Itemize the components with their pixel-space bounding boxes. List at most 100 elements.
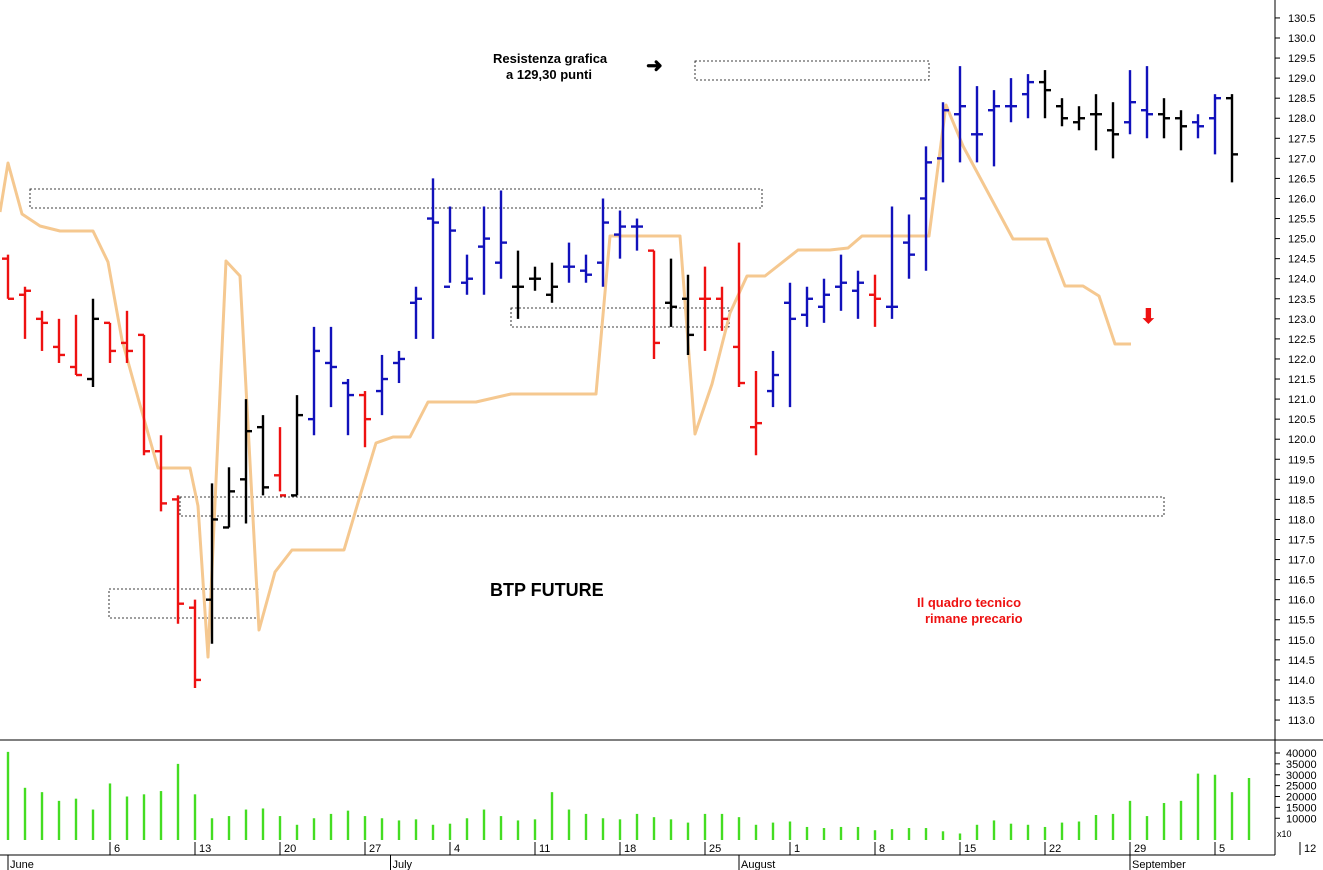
ohlc-bar [87, 298, 99, 388]
ohlc-bar [546, 262, 558, 303]
price-tick-label: 121.0 [1288, 394, 1316, 406]
price-tick-label: 123.5 [1288, 294, 1316, 306]
ohlc-bar [903, 214, 915, 279]
ohlc-bar [920, 146, 932, 271]
price-tick-label: 130.5 [1288, 13, 1316, 25]
trail-line [0, 103, 1131, 659]
price-tick-label: 123.0 [1288, 314, 1316, 326]
price-tick-label: 126.0 [1288, 193, 1316, 205]
day-tick-label: 6 [114, 843, 120, 855]
day-tick-label: 25 [709, 843, 721, 855]
price-tick-label: 128.0 [1288, 113, 1316, 125]
ohlc-bar [733, 242, 745, 388]
ohlc-bar [971, 86, 983, 163]
ohlc-bar [155, 435, 167, 512]
ohlc-bar [206, 483, 218, 644]
day-tick-label: 13 [199, 843, 211, 855]
ohlc-bar [444, 206, 456, 288]
ohlc-bar [801, 286, 813, 327]
ohlc-bar [818, 278, 830, 323]
ohlc-bar [2, 254, 14, 300]
price-zone-box [179, 496, 1165, 517]
note-line-1: Il quadro tecnico [917, 595, 1022, 610]
ohlc-bar [869, 274, 881, 327]
ohlc-bar [1192, 114, 1204, 139]
price-tick-label: 129.5 [1288, 53, 1316, 65]
ohlc-bar [563, 242, 575, 283]
volume-tick-label: 30000 [1286, 770, 1317, 782]
price-tick-label: 125.5 [1288, 214, 1316, 226]
price-zone-box [29, 188, 763, 209]
price-tick-label: 118.5 [1288, 494, 1315, 506]
price-zone-box [510, 307, 730, 328]
ohlc-bar [223, 467, 235, 529]
day-tick-label: 5 [1219, 843, 1225, 855]
ohlc-bar [19, 286, 31, 339]
ohlc-bar [614, 210, 626, 259]
price-tick-label: 124.5 [1288, 254, 1316, 266]
price-tick-label: 116.5 [1288, 575, 1315, 587]
ohlc-bar [1175, 110, 1187, 151]
ohlc-bar [682, 274, 694, 355]
ohlc-bar [1107, 102, 1119, 159]
price-tick-label: 127.5 [1288, 133, 1316, 145]
ohlc-bar [1073, 106, 1085, 131]
ohlc-bar [631, 218, 643, 251]
price-tick-label: 129.0 [1288, 73, 1316, 85]
price-tick-label: 118.0 [1288, 514, 1315, 526]
day-tick-label: 20 [284, 843, 296, 855]
ohlc-bar [189, 599, 201, 688]
ohlc-bar [1209, 94, 1221, 155]
ohlc-bar [461, 254, 473, 295]
ohlc-bar [427, 178, 439, 339]
price-tick-label: 114.5 [1288, 655, 1315, 667]
month-label: July [393, 859, 413, 870]
price-tick-label: 127.0 [1288, 153, 1316, 165]
ohlc-bar [121, 310, 133, 363]
volume-tick-label: 20000 [1286, 792, 1317, 804]
volume-multiplier-label: x10 [1277, 829, 1292, 839]
ohlc-bar [1158, 98, 1170, 139]
price-tick-label: 115.5 [1288, 615, 1315, 627]
month-label: September [1132, 859, 1186, 870]
ohlc-bar [478, 206, 490, 295]
ohlc-bar [1005, 78, 1017, 123]
ohlc-bar [852, 270, 864, 319]
price-tick-label: 119.0 [1288, 474, 1315, 486]
price-tick-label: 126.5 [1288, 173, 1316, 185]
ohlc-bar [1226, 94, 1238, 183]
price-tick-label: 116.0 [1288, 595, 1315, 607]
note-line-2: rimane precario [925, 611, 1023, 626]
ohlc-bar [767, 350, 779, 408]
ohlc-bar [1090, 94, 1102, 151]
arrow-down-icon: ⬇ [1140, 306, 1157, 328]
price-tick-label: 124.0 [1288, 274, 1316, 286]
day-tick-label: 8 [879, 843, 885, 855]
price-tick-label: 113.5 [1288, 695, 1315, 707]
price-tick-label: 115.0 [1288, 635, 1315, 647]
price-zone-box [108, 588, 259, 619]
price-tick-label: 128.5 [1288, 93, 1316, 105]
ohlc-bar [308, 326, 320, 436]
resistance-line-1: Resistenza grafica [493, 51, 608, 66]
month-label: August [741, 859, 775, 870]
resistance-annotation: Resistenza grafica a 129,30 punti [493, 51, 607, 83]
price-tick-label: 122.0 [1288, 354, 1316, 366]
ohlc-bar [1039, 70, 1051, 119]
month-label: June [10, 859, 34, 870]
price-tick-label: 117.0 [1288, 555, 1315, 567]
ohlc-bar [529, 266, 541, 291]
ohlc-bar [835, 254, 847, 311]
ohlc-bar [376, 354, 388, 416]
ohlc-bar [512, 250, 524, 319]
ohlc-bar [784, 282, 796, 408]
day-tick-label: 15 [964, 843, 976, 855]
resistance-line-2: a 129,30 punti [506, 67, 592, 82]
ohlc-bar [886, 206, 898, 319]
ohlc-bar [393, 350, 405, 384]
ohlc-bar [70, 314, 82, 377]
ohlc-bar [665, 258, 677, 327]
ohlc-bar [495, 190, 507, 279]
ohlc-bar [750, 370, 762, 456]
